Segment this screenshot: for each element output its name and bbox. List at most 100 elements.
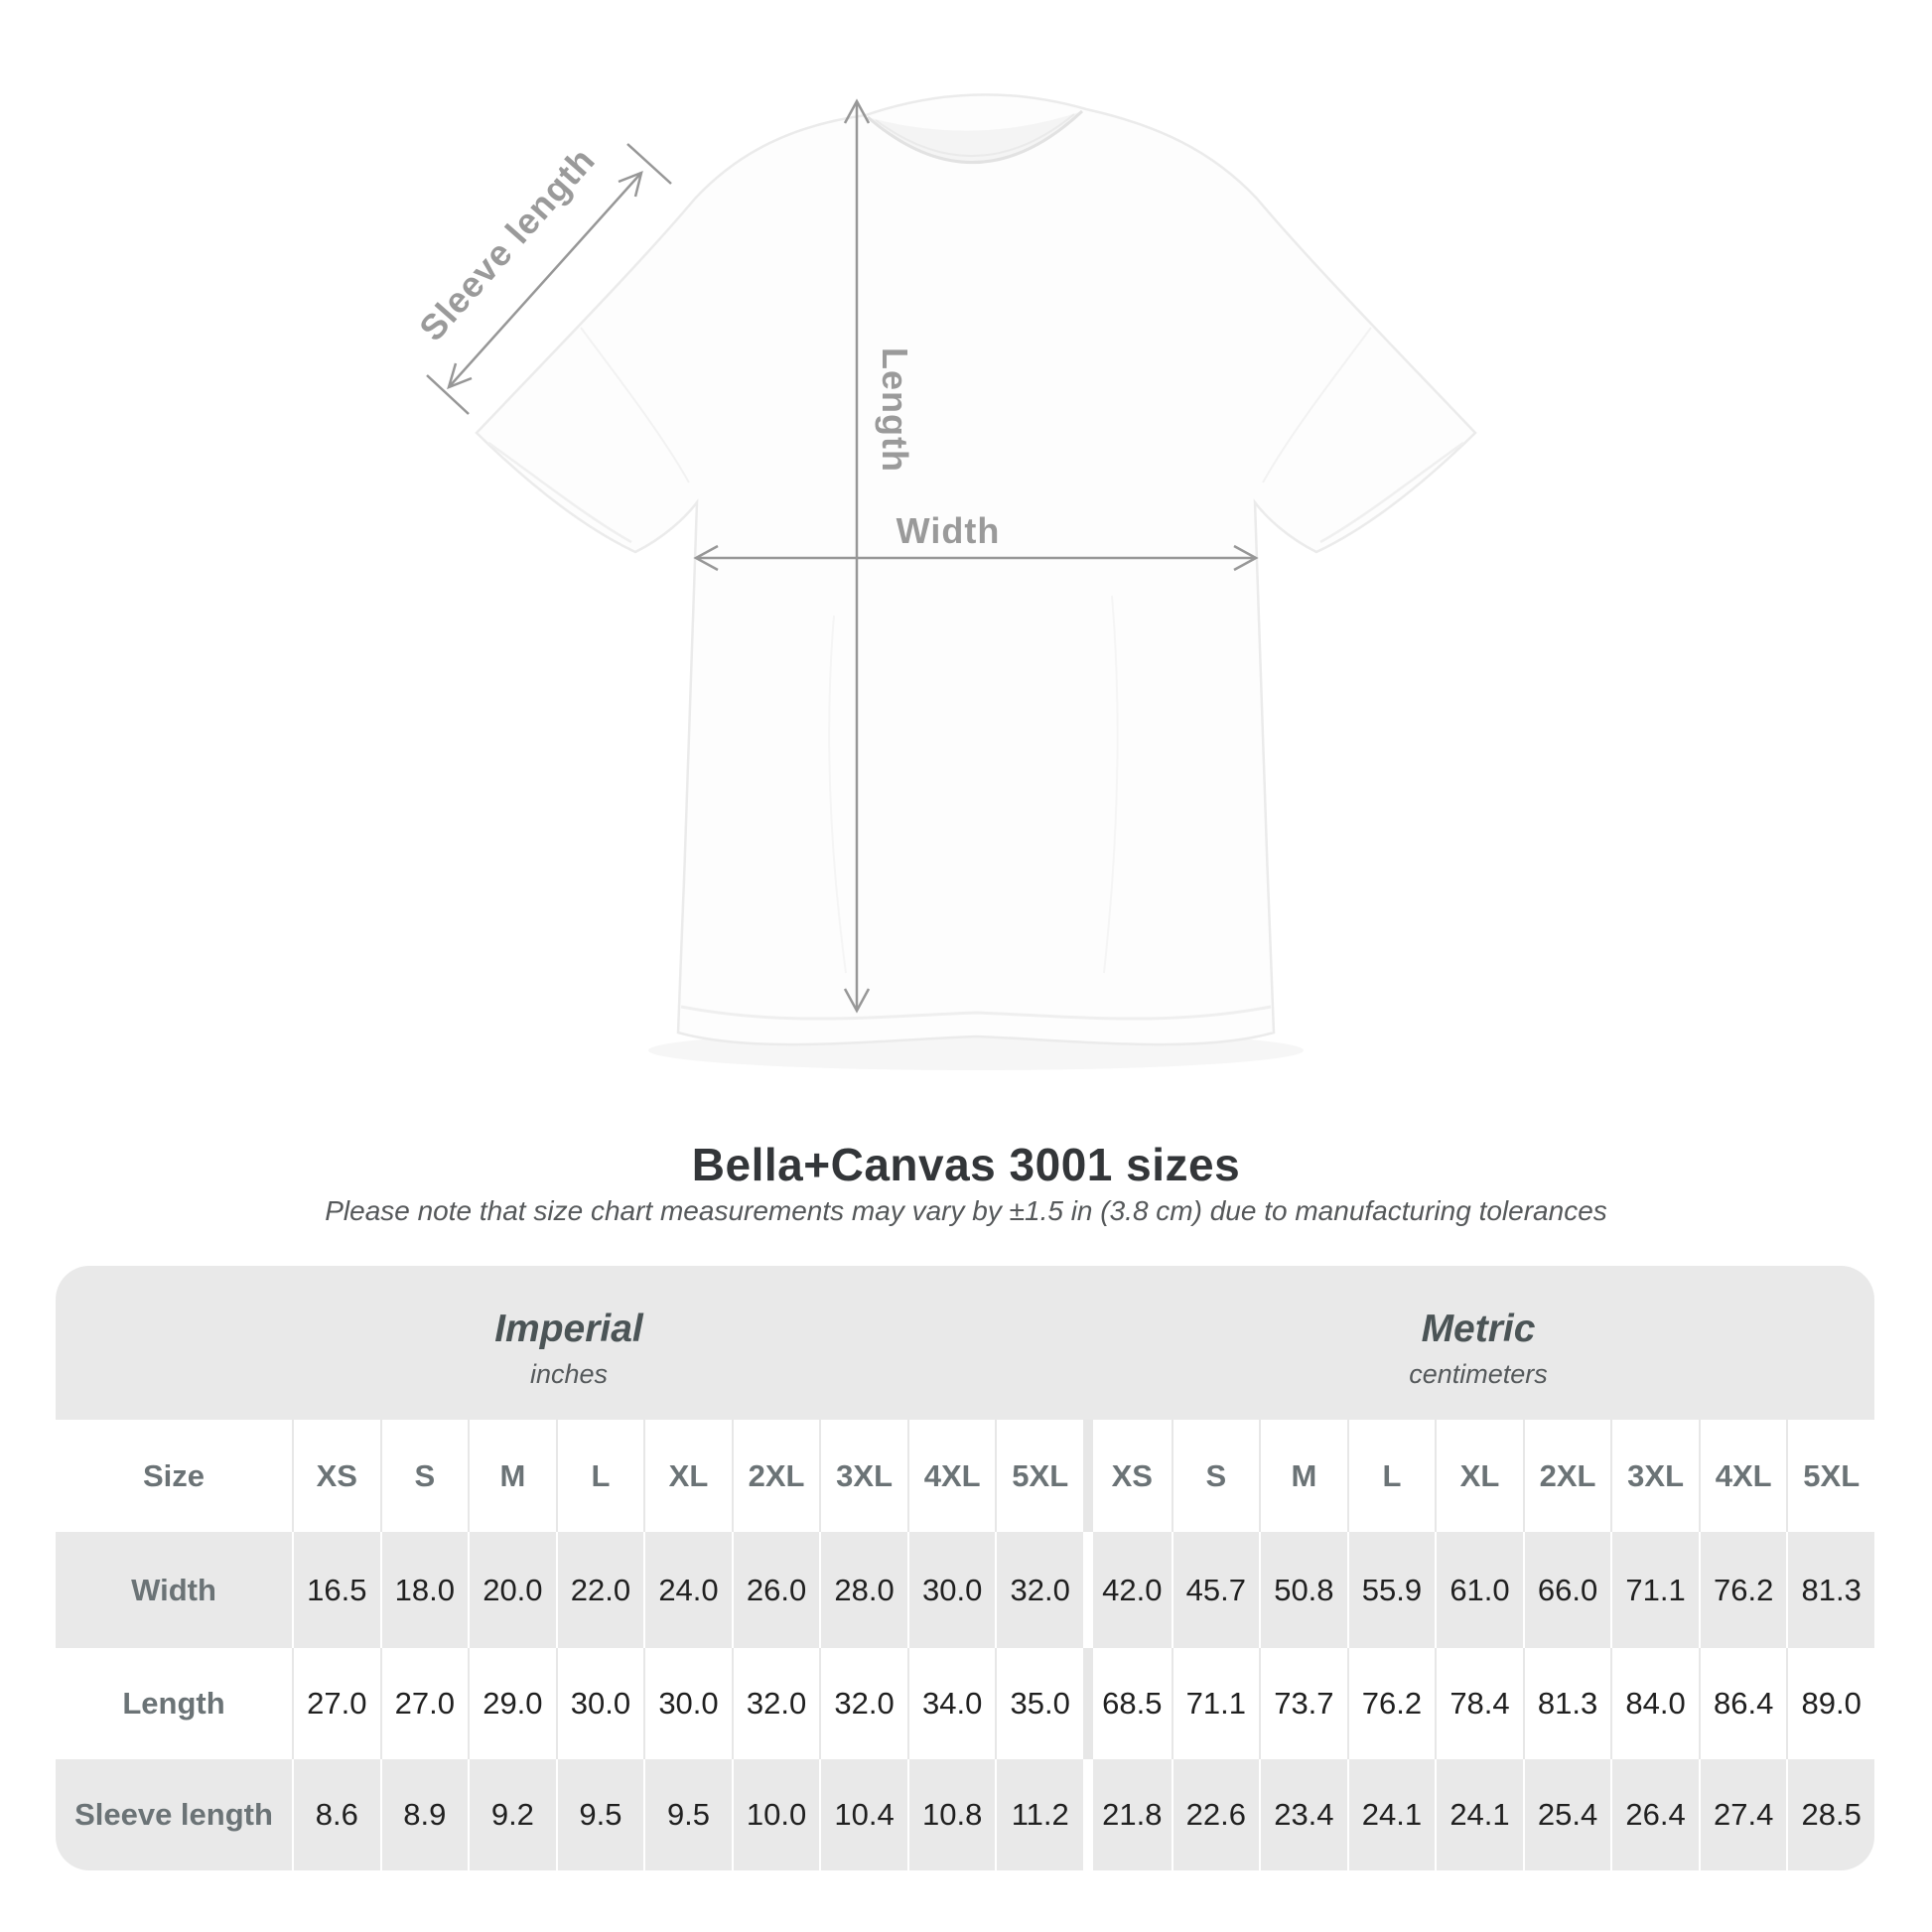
size-header-cell: 2XL [1522,1420,1611,1532]
left-cuff-seam [487,441,632,544]
measurement-cell: 23.4 [1259,1759,1347,1870]
measurement-cell: 10.4 [819,1759,907,1870]
sleeve-length-label: Sleeve length [411,139,603,348]
dimension-tick [426,374,470,415]
size-header-cell: 4XL [1698,1420,1787,1532]
size-table: Imperial inches Metric centimeters Size … [56,1266,1874,1870]
measurement-cell: 81.3 [1786,1532,1874,1648]
size-column-header: Size [142,1457,206,1493]
measurement-cell: 89.0 [1786,1648,1874,1759]
size-header-cell: 5XL [1786,1420,1874,1532]
size-header-cell: L [555,1420,644,1532]
measurement-cell: 42.0 [1083,1532,1172,1648]
metric-unit: centimeters [1409,1359,1548,1389]
right-sleeve-crease [1262,327,1372,483]
measurement-cell: 30.0 [555,1648,644,1759]
fold-line [1103,595,1119,974]
collar-seam-inner [875,113,1075,157]
measurement-cell: 55.9 [1346,1532,1436,1648]
measurement-cell: 22.6 [1171,1759,1260,1870]
measurement-cell: 26.4 [1610,1759,1699,1870]
measurement-cell: 71.1 [1610,1532,1699,1648]
measurement-cell: 24.1 [1346,1759,1436,1870]
page-title: Bella+Canvas 3001 sizes [691,1139,1241,1190]
width-row: Width 16.5 18.0 20.0 22.0 24.0 26.0 28.0… [56,1532,1874,1648]
tshirt-diagram: Sleeve length Length Width [411,93,1477,1046]
sleeve-length-arrow [426,143,672,415]
imperial-unit: inches [529,1359,609,1389]
measurement-cell: 32.0 [731,1648,820,1759]
size-header-cell: 5XL [995,1420,1083,1532]
dimension-tick [626,143,672,185]
measurement-cell: 28.5 [1786,1759,1874,1870]
measurement-cell: 27.4 [1698,1759,1787,1870]
size-header-cell: S [1171,1420,1260,1532]
sleeve-length-row: Sleeve length 8.6 8.9 9.2 9.5 9.5 10.0 1… [56,1759,1874,1870]
measurement-cell: 76.2 [1698,1532,1787,1648]
measurement-cell: 34.0 [906,1648,996,1759]
measurement-cell: 76.2 [1346,1648,1436,1759]
size-header-cell: XS [292,1420,380,1532]
size-header-cell: 3XL [819,1420,907,1532]
size-header-cell: XL [643,1420,732,1532]
tshirt-body [475,93,1477,1046]
row-label: Sleeve length [74,1797,273,1832]
size-header-cell: M [1259,1420,1347,1532]
collar-seam-outer [867,109,1084,165]
measurement-cell: 25.4 [1522,1759,1611,1870]
length-arrow [843,98,871,1014]
size-header-cell: S [379,1420,469,1532]
measurement-cell: 24.0 [643,1532,732,1648]
measurement-cell: 30.0 [643,1648,732,1759]
row-label: Width [131,1572,216,1607]
measurement-cell: 27.0 [379,1648,469,1759]
size-header-cell: 3XL [1610,1420,1699,1532]
measurement-cell: 21.8 [1083,1759,1172,1870]
measurement-cell: 10.8 [906,1759,996,1870]
measurement-cell: 71.1 [1171,1648,1260,1759]
width-arrow [693,544,1259,572]
measurement-cell: 32.0 [819,1648,907,1759]
size-header-cell: XS [1083,1420,1172,1532]
left-sleeve-crease [580,327,690,483]
measurement-cell: 26.0 [731,1532,820,1648]
measurement-cell: 32.0 [995,1532,1083,1648]
tolerance-note: Please note that size chart measurements… [325,1195,1607,1226]
size-header-cell: XL [1435,1420,1523,1532]
size-header-cell: 4XL [906,1420,996,1532]
measurement-cell: 8.9 [379,1759,469,1870]
measurement-cell: 9.5 [643,1759,732,1870]
size-header-cell: M [468,1420,556,1532]
measurement-cell: 28.0 [819,1532,907,1648]
measurement-cell: 27.0 [292,1648,380,1759]
row-label: Length [122,1686,225,1721]
measurement-cell: 30.0 [906,1532,996,1648]
metric-group-header: Metric centimeters [1082,1266,1874,1420]
measurement-cell: 45.7 [1171,1532,1260,1648]
measurement-cell: 66.0 [1522,1532,1611,1648]
size-header-cell: L [1346,1420,1436,1532]
metric-label: Metric [1421,1308,1536,1350]
measurement-cell: 18.0 [379,1532,469,1648]
measurement-cell: 78.4 [1435,1648,1523,1759]
measurement-cell: 20.0 [468,1532,556,1648]
imperial-label: Imperial [494,1308,643,1350]
imperial-group-header: Imperial inches [56,1266,1082,1420]
measurement-cell: 50.8 [1259,1532,1347,1648]
hem-seam [680,1005,1272,1021]
measurement-cell: 24.1 [1435,1759,1523,1870]
size-header-cell: 2XL [731,1420,820,1532]
measurement-cell: 81.3 [1522,1648,1611,1759]
size-header-row: Size XS S M L XL 2XL 3XL 4XL 5XL XS S M … [56,1420,1874,1532]
measurement-cell: 11.2 [995,1759,1083,1870]
measurement-cell: 8.6 [292,1759,380,1870]
width-label: Width [897,510,1001,551]
unit-group-band: Imperial inches Metric centimeters [56,1266,1874,1420]
measurement-cell: 61.0 [1435,1532,1523,1648]
measurement-cell: 35.0 [995,1648,1083,1759]
length-row: Length 27.0 27.0 29.0 30.0 30.0 32.0 32.… [56,1648,1874,1759]
measurement-cell: 86.4 [1698,1648,1787,1759]
measurement-cell: 29.0 [468,1648,556,1759]
measurement-cell: 84.0 [1610,1648,1699,1759]
